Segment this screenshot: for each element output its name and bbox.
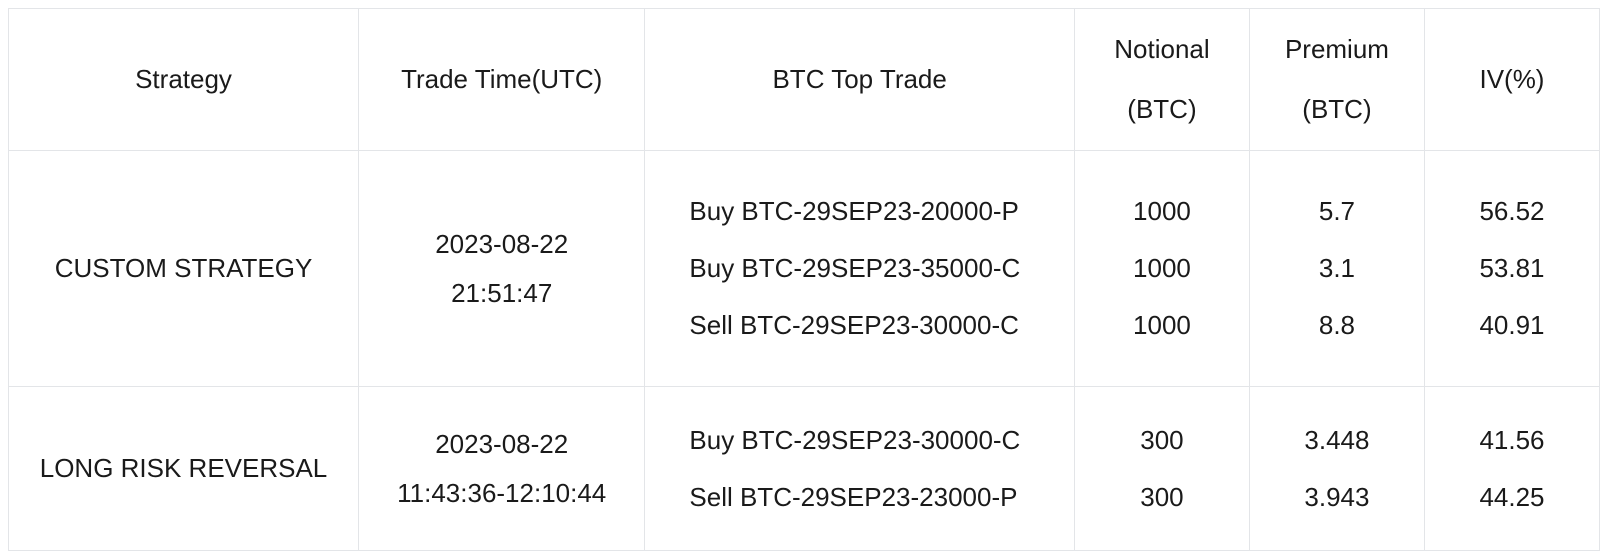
- col-premium-line1: Premium: [1285, 29, 1389, 71]
- col-iv: IV(%): [1424, 9, 1599, 151]
- cell-trade-time: 2023-08-22 11:43:36-12:10:44: [359, 387, 645, 551]
- iv-line: 56.52: [1479, 196, 1544, 227]
- table-row: LONG RISK REVERSAL 2023-08-22 11:43:36-1…: [9, 387, 1600, 551]
- notional-line: 300: [1140, 425, 1183, 456]
- cell-strategy: LONG RISK REVERSAL: [9, 387, 359, 551]
- trade-time-line: 2023-08-22: [435, 429, 568, 460]
- cell-premium: 3.448 3.943: [1249, 387, 1424, 551]
- notional-line: 300: [1140, 482, 1183, 513]
- trade-time-line: 2023-08-22: [435, 229, 568, 260]
- cell-iv: 41.56 44.25: [1424, 387, 1599, 551]
- premium-line: 3.1: [1319, 253, 1355, 284]
- trade-line: Buy BTC-29SEP23-20000-P: [689, 196, 1019, 227]
- notional-line: 1000: [1133, 310, 1191, 341]
- iv-line: 44.25: [1479, 482, 1544, 513]
- iv-line: 41.56: [1479, 425, 1544, 456]
- cell-notional: 300 300: [1074, 387, 1249, 551]
- col-notional: Notional (BTC): [1074, 9, 1249, 151]
- iv-line: 40.91: [1479, 310, 1544, 341]
- notional-line: 1000: [1133, 196, 1191, 227]
- trade-time-line: 11:43:36-12:10:44: [397, 478, 606, 509]
- cell-notional: 1000 1000 1000: [1074, 151, 1249, 387]
- trade-time-line: 21:51:47: [451, 278, 552, 309]
- trade-line: Sell BTC-29SEP23-30000-C: [689, 310, 1019, 341]
- cell-premium: 5.7 3.1 8.8: [1249, 151, 1424, 387]
- cell-iv: 56.52 53.81 40.91: [1424, 151, 1599, 387]
- iv-line: 53.81: [1479, 253, 1544, 284]
- table-body: CUSTOM STRATEGY 2023-08-22 21:51:47 Buy …: [9, 151, 1600, 551]
- cell-trade-time: 2023-08-22 21:51:47: [359, 151, 645, 387]
- trade-line: Buy BTC-29SEP23-30000-C: [689, 425, 1020, 456]
- cell-trades: Buy BTC-29SEP23-20000-P Buy BTC-29SEP23-…: [645, 151, 1075, 387]
- trade-line: Buy BTC-29SEP23-35000-C: [689, 253, 1020, 284]
- col-premium-line2: (BTC): [1302, 89, 1371, 131]
- col-btc-top-trade: BTC Top Trade: [645, 9, 1075, 151]
- trades-table: Strategy Trade Time(UTC) BTC Top Trade N…: [8, 8, 1600, 551]
- notional-line: 1000: [1133, 253, 1191, 284]
- premium-line: 3.448: [1304, 425, 1369, 456]
- premium-line: 3.943: [1304, 482, 1369, 513]
- trade-line: Sell BTC-29SEP23-23000-P: [689, 482, 1017, 513]
- premium-line: 5.7: [1319, 196, 1355, 227]
- col-trade-time: Trade Time(UTC): [359, 9, 645, 151]
- col-strategy: Strategy: [9, 9, 359, 151]
- table-row: CUSTOM STRATEGY 2023-08-22 21:51:47 Buy …: [9, 151, 1600, 387]
- col-notional-line1: Notional: [1114, 29, 1209, 71]
- cell-trades: Buy BTC-29SEP23-30000-C Sell BTC-29SEP23…: [645, 387, 1075, 551]
- col-premium: Premium (BTC): [1249, 9, 1424, 151]
- premium-line: 8.8: [1319, 310, 1355, 341]
- table-head: Strategy Trade Time(UTC) BTC Top Trade N…: [9, 9, 1600, 151]
- cell-strategy: CUSTOM STRATEGY: [9, 151, 359, 387]
- col-notional-line2: (BTC): [1127, 89, 1196, 131]
